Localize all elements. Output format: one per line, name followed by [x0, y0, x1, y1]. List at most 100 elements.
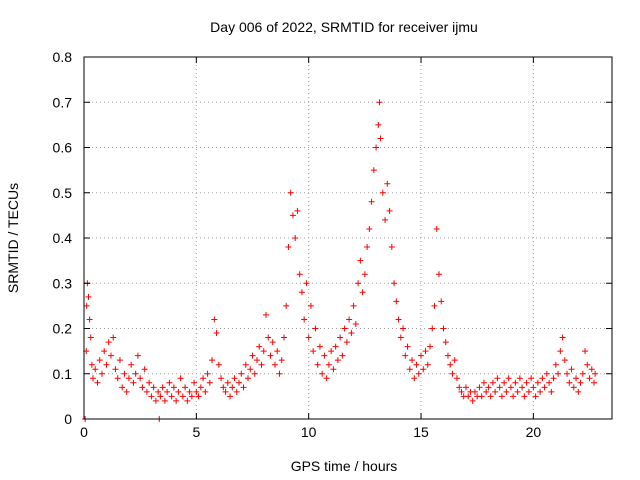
- data-point: [579, 370, 586, 377]
- data-point: [98, 370, 105, 377]
- data-point: [267, 352, 274, 359]
- data-point: [334, 357, 341, 364]
- data-point: [458, 388, 465, 395]
- data-point: [105, 339, 112, 346]
- data-point: [456, 384, 463, 391]
- data-point: [177, 375, 184, 382]
- data-point: [480, 379, 487, 386]
- data-point: [368, 198, 375, 205]
- data-point: [586, 375, 593, 382]
- data-point: [404, 343, 411, 350]
- data-point: [386, 207, 393, 214]
- data-point: [411, 375, 418, 382]
- y-tick-label: 0.5: [53, 185, 73, 201]
- data-point: [328, 348, 335, 355]
- data-point: [519, 384, 526, 391]
- data-point: [492, 388, 499, 395]
- data-point: [94, 379, 101, 386]
- data-point: [103, 361, 110, 368]
- data-point: [83, 302, 90, 309]
- data-point: [152, 397, 159, 404]
- data-point: [366, 225, 373, 232]
- data-point: [265, 334, 272, 341]
- data-point: [393, 298, 400, 305]
- data-point: [314, 361, 321, 368]
- data-point: [568, 366, 575, 373]
- data-point: [444, 352, 451, 359]
- x-tick-label: 0: [80, 424, 88, 440]
- data-point: [359, 289, 366, 296]
- data-point: [438, 298, 445, 305]
- data-point: [566, 379, 573, 386]
- data-point: [433, 225, 440, 232]
- data-point: [229, 384, 236, 391]
- data-point: [564, 370, 571, 377]
- y-axis-label: SRMTID / TECUs: [5, 183, 21, 293]
- data-point: [258, 361, 265, 368]
- data-point: [256, 343, 263, 350]
- data-point: [254, 357, 261, 364]
- data-point: [557, 348, 564, 355]
- data-point: [570, 384, 577, 391]
- data-point: [442, 339, 449, 346]
- data-point: [323, 375, 330, 382]
- data-point: [283, 302, 290, 309]
- data-point: [343, 339, 350, 346]
- data-point: [592, 370, 599, 377]
- data-point: [451, 357, 458, 364]
- data-point: [469, 397, 476, 404]
- data-point: [379, 189, 386, 196]
- data-point: [559, 334, 566, 341]
- data-points: [82, 99, 599, 422]
- data-point: [128, 361, 135, 368]
- data-point: [418, 352, 425, 359]
- data-point: [141, 366, 148, 373]
- data-point: [119, 384, 126, 391]
- data-point: [575, 388, 582, 395]
- data-point: [514, 388, 521, 395]
- y-tick-label: 0.8: [53, 49, 73, 65]
- chart-title: Day 006 of 2022, SRMTID for receiver ijm…: [210, 19, 478, 35]
- data-point: [483, 388, 490, 395]
- data-point: [364, 244, 371, 251]
- data-point: [121, 370, 128, 377]
- data-point: [197, 384, 204, 391]
- data-point: [191, 379, 198, 386]
- y-tick-label: 0.4: [53, 230, 73, 246]
- data-point: [186, 388, 193, 395]
- data-point: [213, 330, 220, 337]
- x-tick-label: 20: [526, 424, 542, 440]
- data-point: [332, 343, 339, 350]
- data-point: [148, 393, 155, 400]
- y-tick-label: 0.6: [53, 140, 73, 156]
- data-point: [292, 235, 299, 241]
- data-point: [278, 357, 285, 364]
- data-point: [577, 379, 584, 386]
- data-point: [376, 99, 383, 106]
- data-point: [431, 302, 438, 309]
- data-point: [182, 384, 189, 391]
- x-tick-label: 10: [301, 424, 317, 440]
- data-point: [251, 370, 258, 377]
- x-tick-label: 5: [192, 424, 200, 440]
- data-point: [92, 366, 99, 373]
- data-point: [312, 325, 319, 332]
- data-point: [200, 375, 207, 382]
- data-point: [465, 393, 472, 400]
- data-point: [521, 393, 528, 400]
- data-point: [211, 316, 218, 323]
- data-point: [161, 397, 168, 404]
- data-point: [175, 388, 182, 395]
- data-point: [139, 384, 146, 391]
- data-point: [305, 334, 312, 341]
- data-point: [487, 393, 494, 400]
- data-point: [271, 361, 278, 368]
- data-point: [130, 379, 137, 386]
- data-point: [88, 361, 95, 368]
- data-point: [249, 352, 256, 359]
- data-point: [287, 189, 294, 196]
- data-point: [539, 375, 546, 382]
- grid-lines: [84, 57, 612, 419]
- data-point: [541, 384, 548, 391]
